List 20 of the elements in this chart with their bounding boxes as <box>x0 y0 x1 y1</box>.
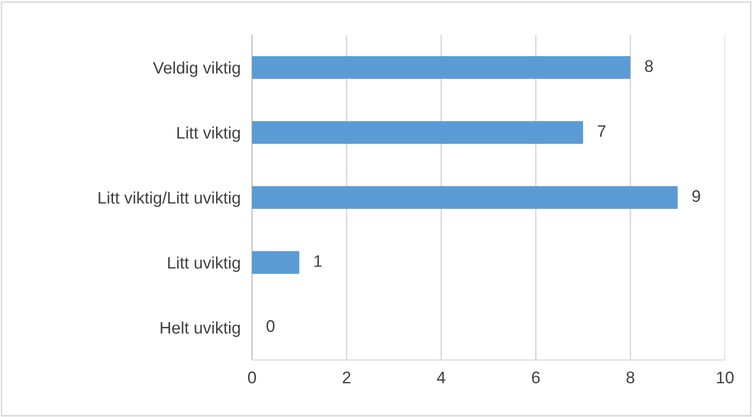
x-tick-label: 6 <box>532 372 540 384</box>
data-label: 9 <box>692 190 700 202</box>
bar <box>252 251 300 274</box>
y-tick-label: Litt viktig <box>177 126 240 142</box>
y-tick-label: Litt uviktig <box>168 256 240 272</box>
x-tick-label: 10 <box>717 372 734 384</box>
data-label: 8 <box>645 60 653 72</box>
bar <box>252 121 584 144</box>
data-label: 0 <box>266 320 275 332</box>
y-tick-label: Veldig viktig <box>152 61 240 77</box>
x-tick-label: 8 <box>626 372 634 384</box>
data-label: 7 <box>598 125 606 137</box>
bar <box>252 186 678 209</box>
y-tick-label: Helt uviktig <box>160 321 240 337</box>
bar <box>252 56 630 79</box>
data-label: 1 <box>314 255 322 267</box>
x-tick-label: 4 <box>436 372 446 384</box>
x-tick-label: 0 <box>248 372 256 384</box>
y-tick-label: Litt viktig/Litt uviktig <box>98 191 240 207</box>
x-tick-label: 2 <box>342 372 350 384</box>
